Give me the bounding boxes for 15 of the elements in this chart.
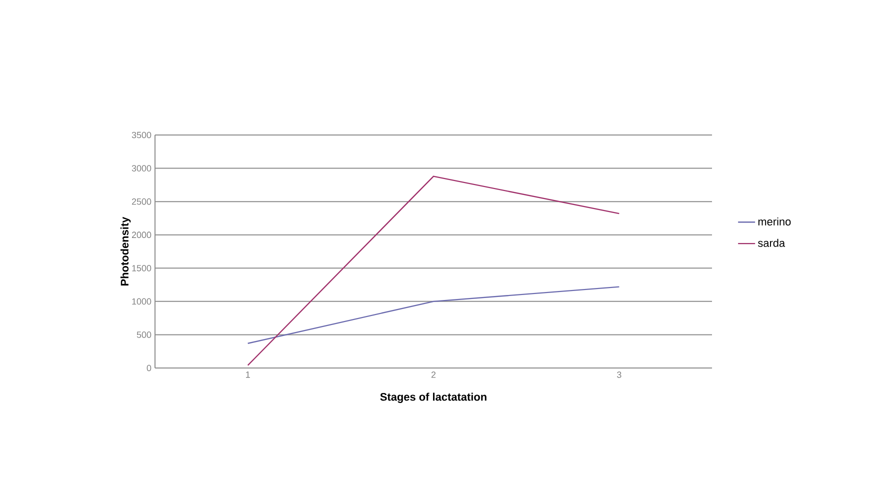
- x-tick-label: 1: [246, 372, 250, 378]
- y-tick-label: 3000: [132, 165, 152, 172]
- y-tick-label: 0: [146, 364, 152, 372]
- x-tick-label: 3: [617, 372, 622, 378]
- y-tick-label: 500: [136, 332, 152, 338]
- y-tick-label: 1500: [132, 264, 152, 272]
- legend-label: sarda: [758, 238, 786, 247]
- y-tick-label: 2500: [132, 198, 152, 205]
- y-tick-label: 2000: [132, 232, 152, 238]
- y-tick-label: 3500: [132, 132, 152, 138]
- x-axis-title: Stages of lactatation: [380, 392, 486, 403]
- y-tick-label: 1000: [132, 298, 152, 305]
- legend-label: merino: [758, 217, 791, 226]
- x-tick-label: 2: [431, 372, 436, 378]
- y-axis-title: Photodensity: [120, 216, 131, 286]
